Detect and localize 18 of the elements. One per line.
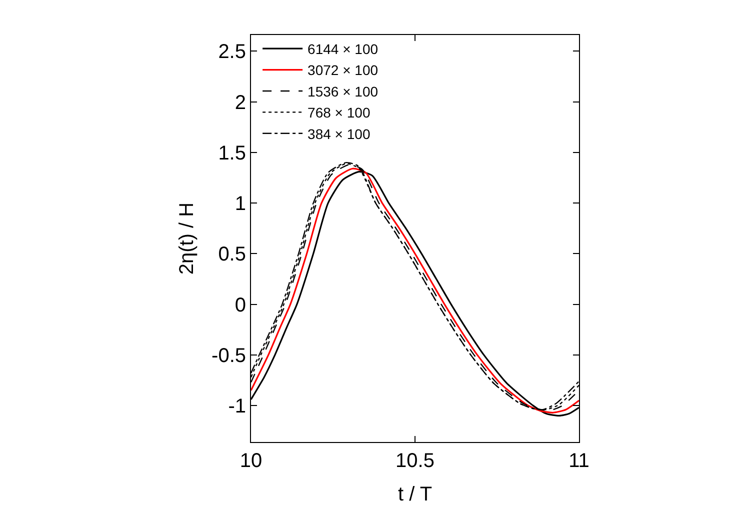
legend-label: 768 × 100 [308, 104, 370, 121]
y-tick-label: 0 [234, 294, 246, 316]
y-tick-label: 2.5 [218, 41, 246, 64]
x-axis-title: t / T [398, 484, 432, 506]
x-tick-label: 10.5 [396, 450, 434, 472]
y-tick-label: -0.5 [212, 344, 246, 367]
y-tick-label: 2 [234, 92, 246, 114]
y-tick-label: -1 [228, 396, 246, 418]
y-axis-title: 2η(t) / H [176, 202, 198, 275]
legend-label: 6144 × 100 [308, 41, 378, 58]
y-tick-label: 1 [234, 193, 246, 216]
x-tick-label: 10 [240, 450, 262, 472]
y-tick-label: 1.5 [218, 142, 246, 164]
y-tick-label: 0.5 [218, 244, 246, 266]
legend-label: 3072 × 100 [308, 62, 378, 78]
x-tick-label: 11 [568, 450, 590, 472]
legend-label: 384 × 100 [308, 126, 370, 142]
legend-label: 1536 × 100 [308, 83, 378, 100]
